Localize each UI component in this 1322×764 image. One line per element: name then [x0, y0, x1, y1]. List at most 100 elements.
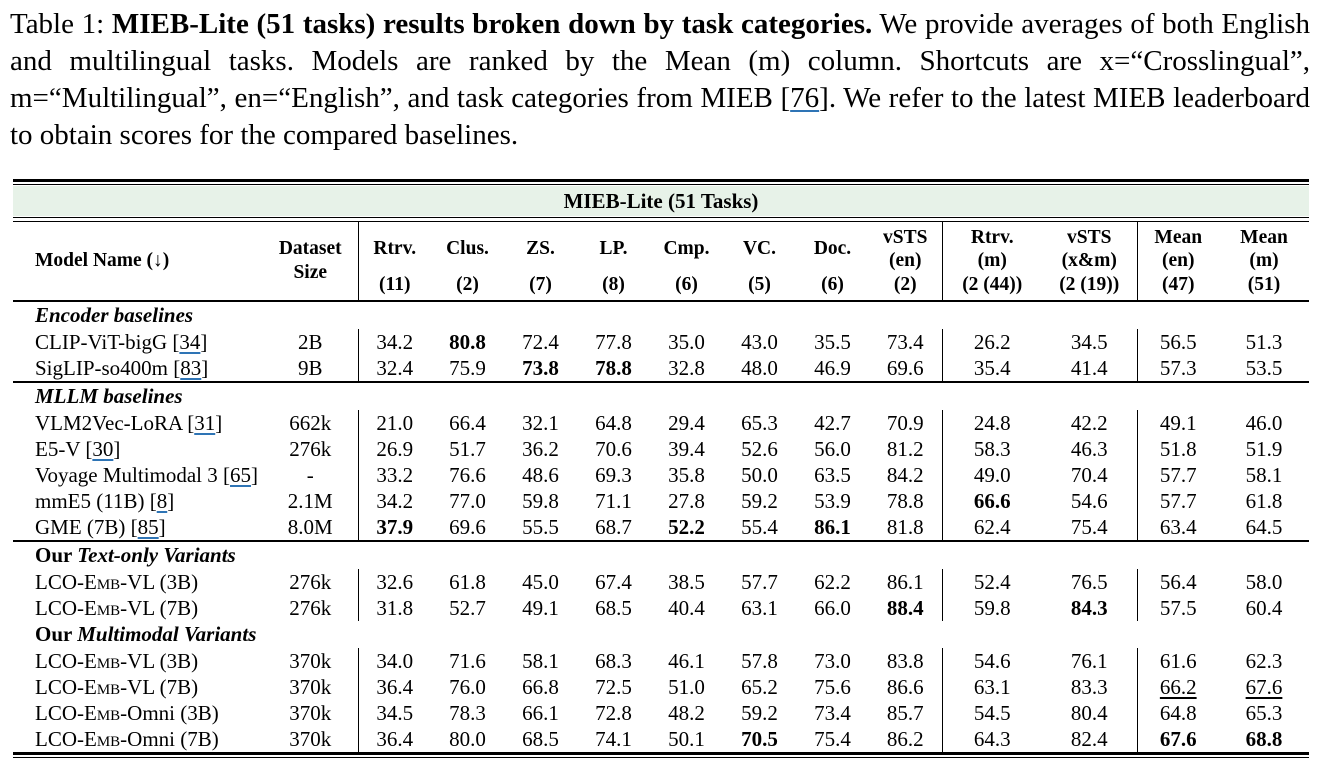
caption-citation-link[interactable]: 76	[790, 82, 820, 114]
header-metric-count: (5)	[748, 274, 771, 295]
header-metric-1: Clus. (2)	[431, 222, 504, 302]
score-cell: 36.4	[357, 674, 431, 700]
model-name-cell: Voyage Multimodal 3 [65]	[13, 462, 263, 488]
dataset-size-cell: 662k	[289, 410, 332, 435]
score-cell: 78.8	[595, 355, 632, 380]
section-label: Our Multimodal Variants	[13, 621, 1309, 648]
score-cell: 76.6	[449, 462, 486, 487]
score-cell: 34.2	[357, 329, 431, 355]
score-cell: 88.4	[886, 595, 924, 620]
score-cell: 55.5	[522, 514, 559, 539]
table-row: GME (7B) [85] 8.0M 37.9 69.6 55.5 68.7 52.2 55.…	[13, 514, 1309, 541]
score-cell: 64.8	[1136, 700, 1219, 726]
citation-link[interactable]: [34]	[172, 330, 207, 354]
score-cell: 58.1	[522, 648, 559, 673]
score-cell: 77.8	[595, 329, 632, 354]
header-metric-count: (8)	[602, 274, 625, 295]
score-cell: 68.3	[595, 648, 632, 673]
section-label-row: Our Text-only Variants	[13, 540, 1309, 569]
model-name-suffix: -VL (7B)	[120, 595, 199, 620]
score-cell: 54.6	[941, 648, 1042, 674]
score-cell: 35.0	[668, 329, 705, 354]
header-model-name: Model Name (↓)	[13, 222, 263, 302]
score-cell: 56.5	[1136, 329, 1219, 355]
section-label-roman: Our	[35, 622, 78, 646]
score-cell: 71.6	[449, 648, 486, 673]
table-row: VLM2Vec-LoRA [31] 662k 21.0 66.4 32.1 64.8 29.…	[13, 410, 1309, 436]
citation-link[interactable]: [65]	[223, 463, 258, 487]
table-row: LCO-Emb-Omni (7B) 370k 36.4 80.0 68.5 74.1 50.…	[13, 726, 1309, 752]
score-cell: 65.3	[741, 410, 778, 435]
score-cell: 57.7	[1136, 462, 1219, 488]
header-metric-mid: (m)	[977, 249, 1007, 271]
section-label: Our Text-only Variants	[13, 540, 1309, 569]
citation-link[interactable]: [31]	[187, 411, 222, 435]
header-metric-count: (2)	[893, 274, 917, 295]
score-cell: 61.8	[1245, 488, 1283, 513]
header-metric-top: VC.	[742, 238, 777, 259]
section-label-italic: Text-only Variants	[77, 543, 236, 567]
header-metric-count: (2 (44))	[962, 274, 1023, 295]
citation-link[interactable]: [83]	[173, 356, 208, 380]
model-name-cell: E5-V [30]	[13, 436, 263, 462]
score-cell: 72.4	[522, 329, 559, 354]
header-metric-count: (47)	[1162, 274, 1195, 295]
score-cell: 80.4	[1070, 700, 1108, 725]
score-cell: 54.5	[941, 700, 1042, 726]
score-cell: 76.1	[1070, 648, 1108, 673]
score-cell: 64.5	[1245, 514, 1283, 539]
score-cell: 57.5	[1136, 595, 1219, 621]
section-label-italic: Encoder baselines	[35, 303, 194, 327]
header-metric-11: Mean (m) (51)	[1219, 222, 1309, 302]
score-cell: 54.6	[1070, 488, 1108, 513]
section-label-row: Encoder baselines	[13, 301, 1309, 329]
dataset-size-cell: 9B	[297, 355, 323, 380]
score-cell: 27.8	[668, 488, 705, 513]
score-cell: 82.4	[1070, 726, 1108, 751]
score-cell: 49.1	[522, 595, 559, 620]
citation-link[interactable]: [85]	[131, 515, 166, 539]
model-name-cell: LCO-Emb-VL (3B)	[13, 569, 263, 595]
model-name-suffix: -VL (7B)	[120, 674, 199, 699]
score-cell: 36.4	[357, 726, 431, 752]
model-name-text: Voyage Multimodal 3	[35, 462, 224, 487]
score-cell: 68.5	[595, 595, 632, 620]
model-name-cell: VLM2Vec-LoRA [31]	[13, 410, 263, 436]
model-name-text: LCO-E	[35, 569, 97, 594]
score-cell: 66.0	[814, 595, 851, 620]
citation-link[interactable]: [30]	[85, 437, 120, 461]
section-label-row: Our Multimodal Variants	[13, 621, 1309, 648]
score-cell: 86.2	[886, 726, 924, 751]
model-name-smallcaps: mb	[96, 674, 121, 699]
citation-bracket-open: [	[187, 410, 195, 435]
citation-bracket-open: [	[149, 488, 157, 513]
citation-number: 8	[156, 488, 168, 513]
header-metric-top: Rtrv.	[373, 238, 417, 259]
citation-number: 65	[230, 462, 252, 487]
model-name-suffix: -VL (3B)	[120, 569, 199, 594]
score-cell: 66.8	[522, 674, 559, 699]
score-cell: 48.2	[668, 700, 705, 725]
citation-link[interactable]: [8]	[150, 489, 175, 513]
dataset-size-cell: 276k	[289, 436, 332, 461]
header-metric-top: Clus.	[446, 238, 489, 259]
results-grid: Model Name (↓) Dataset Size Rtrv. (11) Clu…	[13, 222, 1309, 752]
dataset-size-cell: 8.0M	[287, 514, 333, 539]
model-name-text: LCO-E	[35, 726, 97, 751]
model-name-smallcaps: mb	[96, 726, 121, 751]
model-name-cell: LCO-Emb-VL (7B)	[13, 595, 263, 621]
score-cell: 61.8	[449, 569, 486, 594]
citation-bracket-close: ]	[201, 355, 209, 380]
header-metric-9: vSTS (x&m) (2 (19))	[1042, 222, 1137, 302]
citation-number: 30	[92, 436, 114, 461]
citation-bracket-open: [	[172, 329, 180, 354]
model-name-text: SigLIP-so400m	[35, 355, 174, 380]
score-cell: 51.7	[449, 436, 486, 461]
score-cell: 49.0	[941, 462, 1042, 488]
table-bottom-rule	[13, 752, 1309, 758]
score-cell: 70.9	[886, 410, 924, 435]
score-cell: 63.1	[741, 595, 778, 620]
score-cell: 59.2	[741, 700, 778, 725]
header-metric-8: Rtrv. (m) (2 (44))	[941, 222, 1042, 302]
header-metric-count: (2)	[456, 274, 479, 295]
